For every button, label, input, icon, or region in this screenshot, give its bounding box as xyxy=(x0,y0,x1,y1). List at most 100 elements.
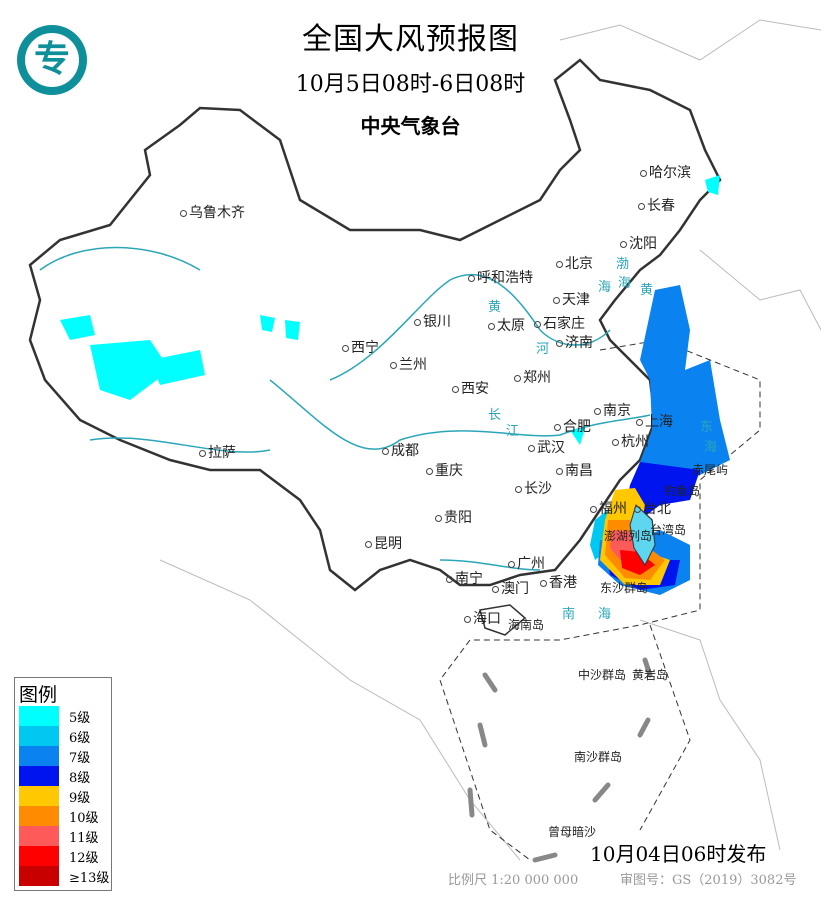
place-name: 兰州 xyxy=(399,357,427,373)
city-label: 济南 xyxy=(556,335,593,352)
city-marker-icon xyxy=(446,575,453,583)
place-name: 香港 xyxy=(549,575,577,591)
city-marker-icon xyxy=(365,540,372,548)
place-name: 钓鱼岛 xyxy=(664,484,701,498)
place-name: 西安 xyxy=(461,381,489,397)
place-name: 海 xyxy=(618,276,632,291)
place-name: 福州 xyxy=(599,501,627,517)
city-marker-icon xyxy=(612,438,619,446)
city-label: 乌鲁木齐 xyxy=(180,205,245,222)
place-name: 太原 xyxy=(497,318,525,334)
water-label: 黄 xyxy=(488,300,501,315)
legend-swatch xyxy=(19,706,59,726)
place-name: 济南 xyxy=(565,335,593,351)
city-label: 昆明 xyxy=(365,536,402,553)
place-name: 长春 xyxy=(647,198,675,214)
issuing-agency: 中央气象台 xyxy=(360,114,461,138)
city-label: 重庆 xyxy=(426,463,463,480)
place-name: 海南岛 xyxy=(508,618,545,632)
city-label: 北京 xyxy=(556,256,593,273)
legend-item: 10级 xyxy=(15,806,111,826)
city-marker-icon xyxy=(390,361,397,369)
place-name: 海口 xyxy=(473,611,501,627)
city-marker-icon xyxy=(514,374,521,382)
place-name: 渤 xyxy=(616,257,630,272)
water-label: 河 xyxy=(536,342,549,357)
legend-item: 7级 xyxy=(15,746,111,766)
water-label: 渤 xyxy=(616,257,629,272)
water-label: 海 xyxy=(598,607,611,622)
place-name: 黄 xyxy=(488,300,502,315)
city-label: 贵阳 xyxy=(435,510,472,527)
place-name: 澳门 xyxy=(501,581,529,597)
place-name: 曾母暗沙 xyxy=(548,825,597,839)
place-name: 海 xyxy=(598,607,612,622)
water-label: 海 xyxy=(704,440,717,455)
maritime-lines xyxy=(439,339,761,861)
place-name: 海 xyxy=(704,440,718,455)
city-marker-icon xyxy=(640,169,647,177)
city-marker-icon xyxy=(515,485,522,493)
map-approval-number: 审图号：GS（2019）3082号 xyxy=(620,873,797,888)
place-name: 天津 xyxy=(562,292,590,308)
legend-label: 8级 xyxy=(69,770,91,786)
water-label: 黄 xyxy=(640,283,653,298)
legend-swatch xyxy=(19,826,59,846)
place-name: 郑州 xyxy=(523,370,551,386)
place-name: 南宁 xyxy=(455,571,483,587)
city-marker-icon xyxy=(590,505,597,513)
legend-swatch xyxy=(19,766,59,786)
water-label: 东 xyxy=(700,420,713,435)
place-name: 上海 xyxy=(645,414,673,430)
legend-swatch xyxy=(19,806,59,826)
place-name: 拉萨 xyxy=(208,445,236,461)
island-label: 黄岩岛 xyxy=(632,668,668,683)
legend-swatch xyxy=(19,846,59,866)
rivers xyxy=(39,246,651,571)
legend: 图例 5级 6级 7级 8级 9级 10级 11级 12级 ≥13级 xyxy=(14,677,112,891)
city-marker-icon xyxy=(508,560,515,568)
island-label: 海南岛 xyxy=(508,618,544,633)
city-label: 西宁 xyxy=(342,340,379,357)
city-label: 南宁 xyxy=(446,571,483,588)
city-marker-icon xyxy=(534,320,541,328)
legend-swatch xyxy=(19,786,59,806)
place-name: 重庆 xyxy=(435,463,463,479)
city-marker-icon xyxy=(180,209,187,217)
city-marker-icon xyxy=(382,447,389,455)
place-name: 长 xyxy=(488,408,502,423)
legend-item: 8级 xyxy=(15,766,111,786)
city-marker-icon xyxy=(634,505,641,513)
place-name: 杭州 xyxy=(621,434,649,450)
place-name: 黄岩岛 xyxy=(632,668,669,682)
island-label: 曾母暗沙 xyxy=(548,825,596,840)
city-marker-icon xyxy=(528,444,535,452)
map-scale: 比例尺 1:20 000 000 xyxy=(448,873,579,888)
legend-item: 6级 xyxy=(15,726,111,746)
place-name: 南京 xyxy=(603,403,631,419)
city-label: 南昌 xyxy=(556,463,593,480)
city-label: 上海 xyxy=(636,414,673,431)
water-label: 南 xyxy=(562,607,575,622)
city-label: 合肥 xyxy=(554,419,591,436)
legend-label: 10级 xyxy=(69,810,99,826)
place-name: 海 xyxy=(598,280,612,295)
place-name: 南沙群岛 xyxy=(574,750,623,764)
legend-item: 5级 xyxy=(15,706,111,726)
place-name: 澎湖列岛 xyxy=(604,529,653,543)
city-marker-icon xyxy=(435,514,442,522)
place-name: 东沙群岛 xyxy=(600,581,649,595)
island-label: 南沙群岛 xyxy=(574,750,622,765)
city-label: 海口 xyxy=(464,611,501,628)
cma-logo: 专 xyxy=(17,25,87,95)
city-marker-icon xyxy=(426,467,433,475)
island-label: 台湾岛 xyxy=(650,523,686,538)
city-label: 拉萨 xyxy=(199,445,236,462)
city-marker-icon xyxy=(468,274,475,282)
forecast-period: 10月5日08时-6日08时 xyxy=(295,72,526,97)
neighbor-land xyxy=(159,19,821,861)
city-marker-icon xyxy=(556,339,563,347)
city-label: 成都 xyxy=(382,443,419,460)
place-name: 银川 xyxy=(423,314,451,330)
